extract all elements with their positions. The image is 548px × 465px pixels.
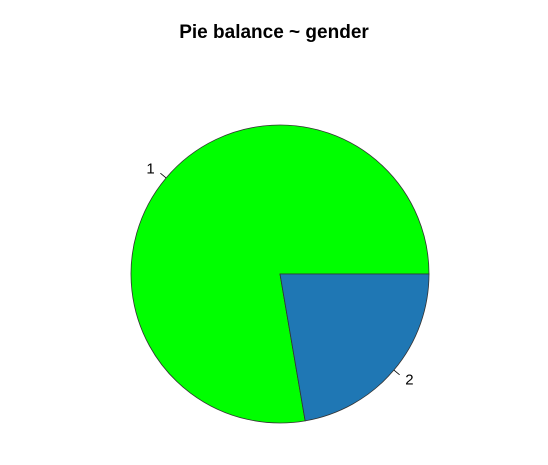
pie-label-1: 1 [146,160,154,177]
pie-labels: 12 [146,160,413,388]
pie-slice-2 [279,273,430,422]
chart-title: Pie balance ~ gender [179,22,369,43]
pie-label-tick-2 [393,369,400,376]
pie-label-2: 2 [405,372,413,389]
pie-label-tick-1 [160,172,167,179]
pie-slices [130,124,430,424]
